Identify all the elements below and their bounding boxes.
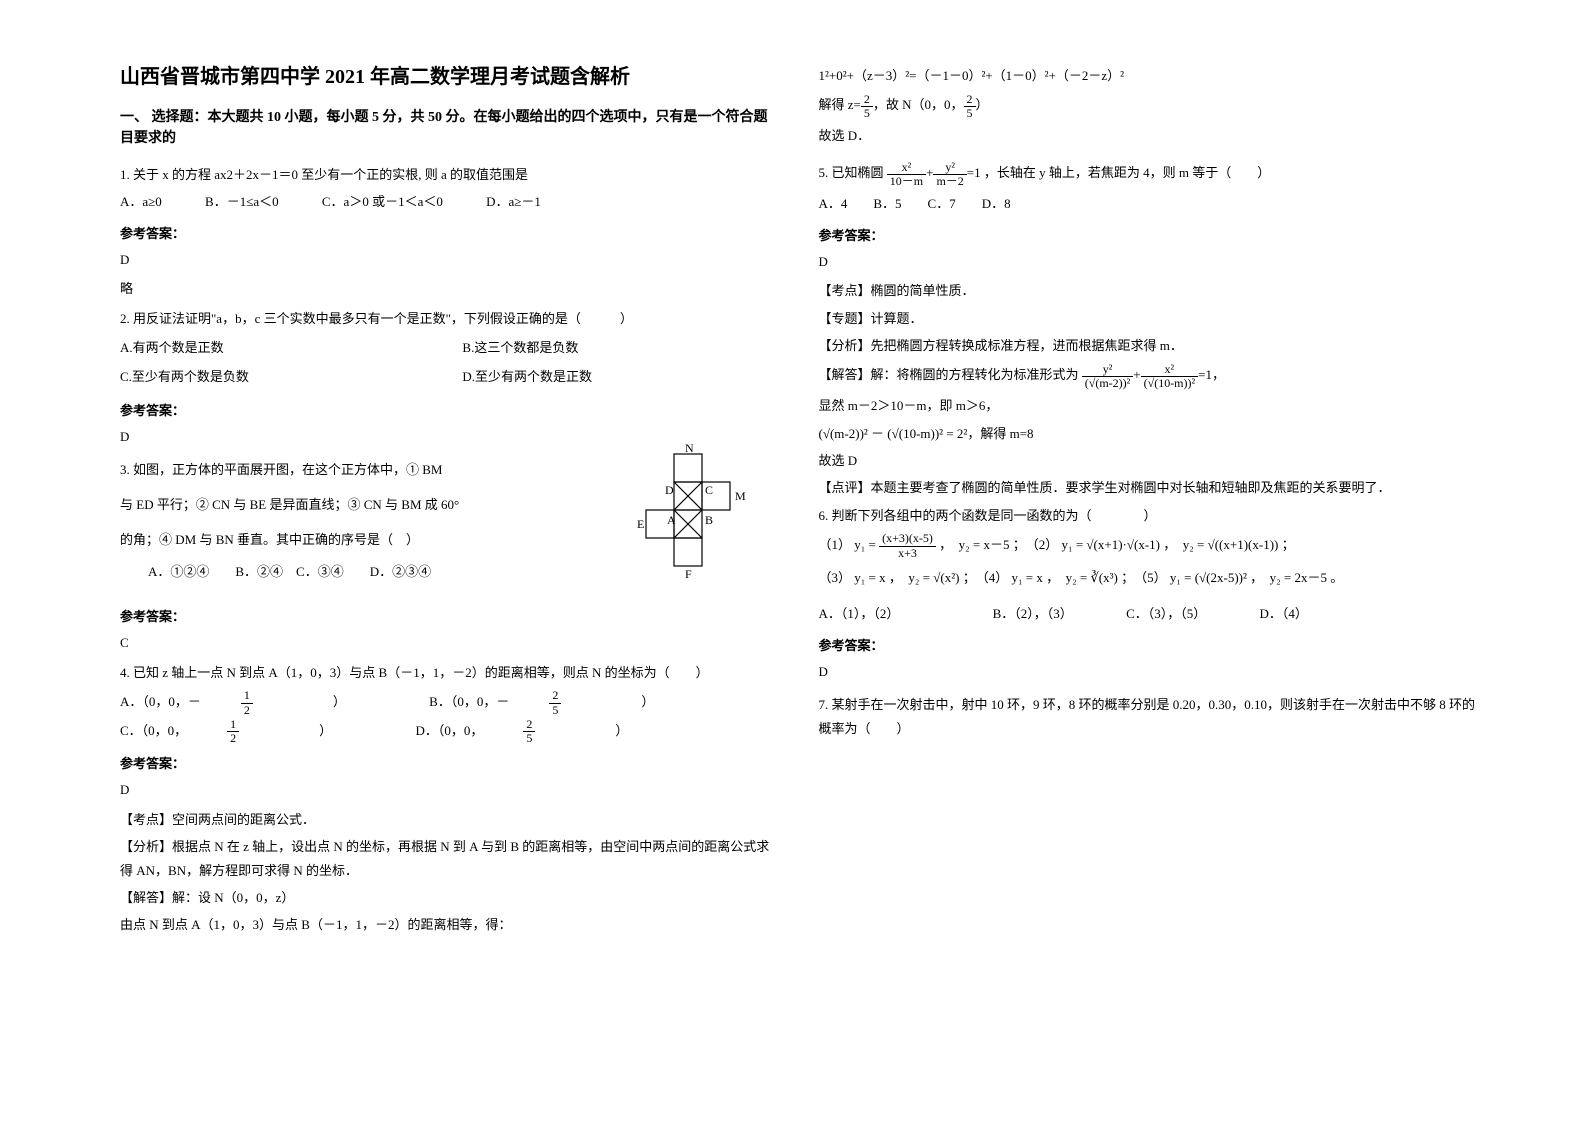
q2-opts-row1: A.有两个数是正数 B.这三个数都是负数: [120, 334, 779, 363]
label-E: E: [637, 517, 644, 531]
q6-optB: B．（2），（3）: [993, 602, 1073, 627]
q5-fx: 【分析】先把椭圆方程转换成标准方程，进而根据焦距求得 m．: [819, 334, 1478, 357]
q3-ref: 参考答案：: [120, 606, 779, 625]
q5-l2: (√(m-2))² － (√(10-m))² = 2²，解得 m=8: [819, 422, 1478, 445]
q6-ref: 参考答案：: [819, 635, 1478, 654]
q5-jd: 【解答】解：将椭圆的方程转化为标准形式为 y²(√(m-2))²+x²(√(10…: [819, 361, 1478, 390]
q2-optA: A.有两个数是正数: [120, 336, 436, 361]
q4-jd1: 【解答】解：设 N（0，0，z）: [120, 886, 779, 909]
q5-l1: 显然 m－2＞10－m，即 m＞6，: [819, 394, 1478, 417]
right-column: 1²+0²+（z－3）²=（－1－0）²+（1－0）²+（－2－z）² 解得 z…: [799, 60, 1498, 1082]
label-B: B: [705, 513, 713, 527]
label-M: M: [735, 489, 746, 503]
label-C: C: [705, 483, 713, 497]
q1-optC: C．a＞0 或－1＜a＜0: [322, 190, 443, 215]
q5-kd: 【考点】椭圆的简单性质．: [819, 279, 1478, 302]
q5-opts: A．4 B．5 C．7 D．8: [819, 192, 1478, 217]
q1-optA: A．a≥0: [120, 190, 162, 215]
q4-optD: D．（0，0，25）: [415, 717, 668, 746]
q1-ref: 参考答案：: [120, 223, 779, 242]
q1-options: A．a≥0 B．－1≤a＜0 C．a＞0 或－1＜a＜0 D．a≥－1: [120, 190, 779, 215]
q5-zt: 【专题】计算题．: [819, 307, 1478, 330]
q4-optC: C．（0，0，12）: [120, 717, 372, 746]
label-D: D: [665, 483, 674, 497]
q4-text: 4. 已知 z 轴上一点 N 到点 A（1，0，3）与点 B（－1，1，－2）的…: [120, 661, 779, 684]
q2-optC: C.至少有两个数是负数: [120, 365, 436, 390]
q5-text: 5. 已知椭圆 x²10－m+y²m－2=1 ，长轴在 y 轴上，若焦距为 4，…: [819, 159, 1478, 188]
q7-text: 7. 某射手在一次射击中，射中 10 环，9 环，8 环的概率分别是 0.20，…: [819, 693, 1478, 740]
page-title: 山西省晋城市第四中学 2021 年高二数学理月考试题含解析: [120, 60, 779, 89]
q6-optC: C．（3），（5）: [1126, 602, 1206, 627]
q6-row2: （3） y₁ = x ， y₂ = √(x²) ； （4） y₁ = x ， y…: [819, 564, 1478, 593]
cube-unfold-diagram: N D C M E A B F: [619, 444, 759, 584]
q1-note: 略: [120, 277, 779, 300]
q2-optD: D.至少有两个数是正数: [462, 365, 778, 390]
left-column: 山西省晋城市第四中学 2021 年高二数学理月考试题含解析 一、 选择题：本大题…: [100, 60, 799, 1082]
q6-row1: （1） y₁ = (x+3)(x-5)x+3 ， y₂ = x－5 ； （2） …: [819, 531, 1478, 560]
q4-optB: B．（0，0，－25）: [429, 688, 694, 717]
q4-ref: 参考答案：: [120, 753, 779, 772]
q1-text: 1. 关于 x 的方程 ax2＋2x－1＝0 至少有一个正的实根, 则 a 的取…: [120, 163, 779, 186]
col2-eq1: 1²+0²+（z－3）²=（－1－0）²+（1－0）²+（－2－z）²: [819, 64, 1478, 87]
q5-ref: 参考答案：: [819, 225, 1478, 244]
q1-optD: D．a≥－1: [486, 190, 541, 215]
q6-options: A．（1），（2） B．（2），（3） C．（3），（5） D．（4）: [819, 602, 1478, 627]
q4-ans: D: [120, 778, 779, 801]
q4-kd: 【考点】空间两点间的距离公式．: [120, 808, 779, 831]
q4-fx: 【分析】根据点 N 在 z 轴上，设出点 N 的坐标，再根据 N 到 A 与到 …: [120, 835, 779, 882]
q2-ref: 参考答案：: [120, 400, 779, 419]
q4-jd2: 由点 N 到点 A（1，0，3）与点 B（－1，1，－2）的距离相等，得：: [120, 913, 779, 936]
q2-optB: B.这三个数都是负数: [462, 336, 778, 361]
q5-dp: 【点评】本题主要考查了椭圆的简单性质．要求学生对椭圆中对长轴和短轴即及焦距的关系…: [819, 476, 1478, 499]
section-header: 一、 选择题：本大题共 10 小题，每小题 5 分，共 50 分。在每小题给出的…: [120, 107, 779, 149]
q5-ans: D: [819, 250, 1478, 273]
col2-eq3: 故选 D．: [819, 124, 1478, 147]
label-F: F: [685, 567, 692, 581]
q3-ans: C: [120, 631, 779, 654]
q4-optA: A．（0，0，－12）: [120, 688, 386, 717]
q4-options: A．（0，0，－12） B．（0，0，－25） C．（0，0，12） D．（0，…: [120, 688, 779, 745]
q6-text: 6. 判断下列各组中的两个函数是同一函数的为（ ）: [819, 504, 1478, 527]
q5-l3: 故选 D: [819, 449, 1478, 472]
q6-optA: A．（1），（2）: [819, 602, 900, 627]
label-A: A: [667, 513, 676, 527]
q1-optB: B．－1≤a＜0: [205, 190, 279, 215]
q2-opts-row2: C.至少有两个数是负数 D.至少有两个数是正数: [120, 363, 779, 392]
q2-text: 2. 用反证法证明"a，b，c 三个实数中最多只有一个是正数"，下列假设正确的是…: [120, 307, 779, 330]
q6-ans: D: [819, 660, 1478, 683]
q3-wrap: N D C M E A B F 3. 如图，正方体的平面展开图，在这个正方体中，…: [120, 454, 779, 584]
q6-optD: D．（4）: [1259, 602, 1307, 627]
label-N: N: [685, 444, 694, 455]
col2-eq2: 解得 z=25，故 N（0，0，25）: [819, 91, 1478, 120]
q1-ans: D: [120, 248, 779, 271]
